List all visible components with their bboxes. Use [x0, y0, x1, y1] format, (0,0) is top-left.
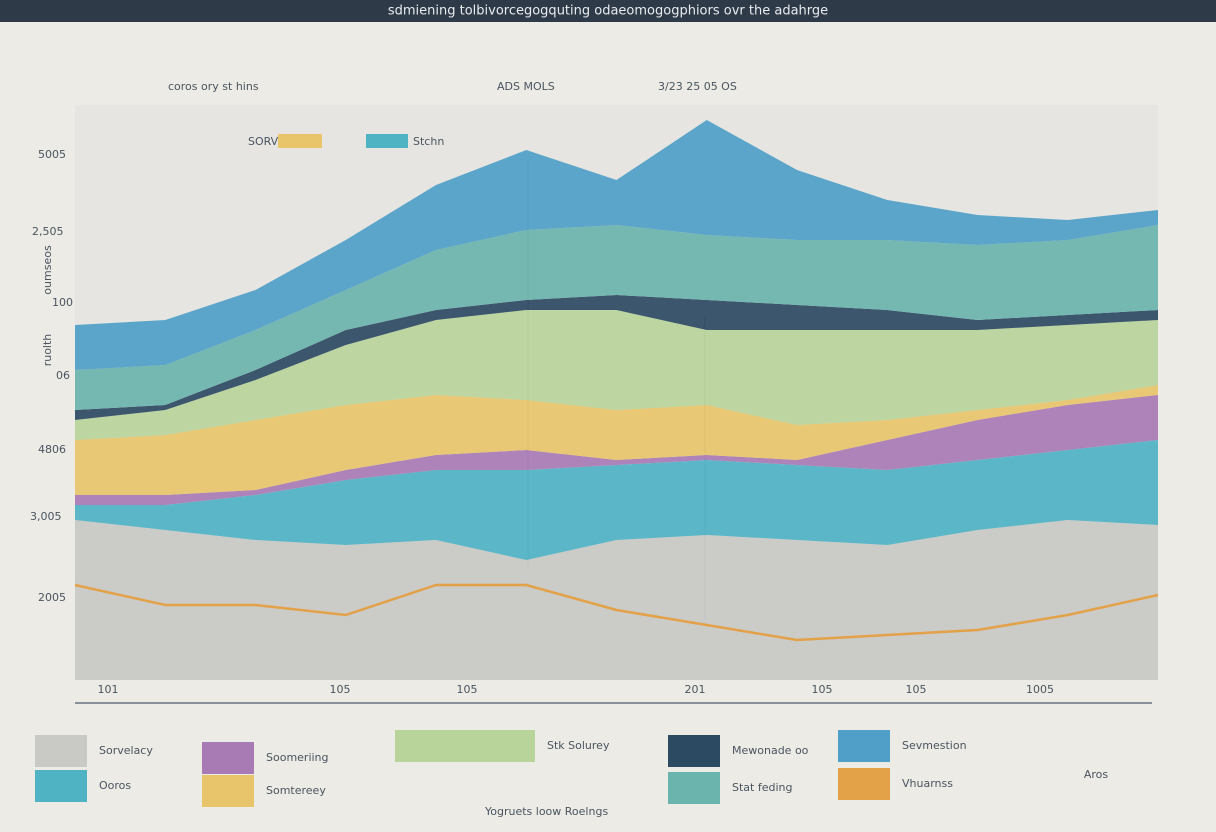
legend-label: Sorvelacy — [99, 744, 153, 757]
annotation: 3,005 — [30, 510, 62, 523]
area — [75, 310, 1158, 440]
annotation: SORVs — [248, 135, 284, 148]
annotation: Aros — [1084, 768, 1109, 781]
legend-caption: Yogruets loow Roelngs — [484, 805, 608, 818]
annotation: ADS MOLS — [497, 80, 555, 93]
annotation: coros ory st hins — [168, 80, 259, 93]
legend-swatch — [202, 742, 254, 774]
legend-label: Sevmestion — [902, 739, 967, 752]
legend-label: Somtereey — [266, 784, 326, 797]
area — [75, 225, 1158, 410]
legend-swatch — [35, 770, 87, 802]
legend-swatch — [202, 775, 254, 807]
legend-label: Mewonade oo — [732, 744, 809, 757]
legend-label: Ooros — [99, 779, 131, 792]
annotation: 1005 — [1026, 683, 1054, 696]
annotation: 105 — [457, 683, 478, 696]
chart-title: sdmiening tolbivorcegogquting odaeomogog… — [388, 4, 828, 19]
legend-swatch — [838, 730, 890, 762]
annotation: 3/23 25 05 OS — [658, 80, 737, 93]
annotation: Stchn — [413, 135, 444, 148]
annotation: 4806 — [38, 443, 66, 456]
legend-label: Vhuarnss — [902, 777, 953, 790]
annotation: 100 — [52, 296, 73, 309]
annotation: 105 — [330, 683, 351, 696]
legend-swatch — [838, 768, 890, 800]
top-swatch — [366, 134, 408, 148]
annotation: 105 — [906, 683, 927, 696]
annotation: ruolth — [41, 334, 54, 367]
legend-swatch — [668, 772, 720, 804]
annotation: 2005 — [38, 591, 66, 604]
legend-label: Stk Solurey — [547, 739, 610, 752]
line — [74, 583, 1159, 642]
legend-swatch — [395, 730, 535, 762]
area — [75, 520, 1158, 680]
annotation: oumseos — [41, 245, 54, 295]
legend-label: Soomeriing — [266, 751, 329, 764]
legend-swatch — [668, 735, 720, 767]
annotation: 06 — [56, 369, 70, 382]
annotation: 105 — [812, 683, 833, 696]
annotation: 201 — [685, 683, 706, 696]
top-swatch — [278, 134, 322, 148]
annotation: 5005 — [38, 148, 66, 161]
annotation: 101 — [98, 683, 119, 696]
area — [75, 295, 1158, 420]
legend-label: Stat feding — [732, 781, 792, 794]
area — [75, 120, 1158, 370]
header-bar — [0, 0, 1216, 22]
legend-swatch — [35, 735, 87, 767]
annotation: 2,505 — [32, 225, 64, 238]
area — [75, 395, 1158, 505]
area — [75, 385, 1158, 495]
